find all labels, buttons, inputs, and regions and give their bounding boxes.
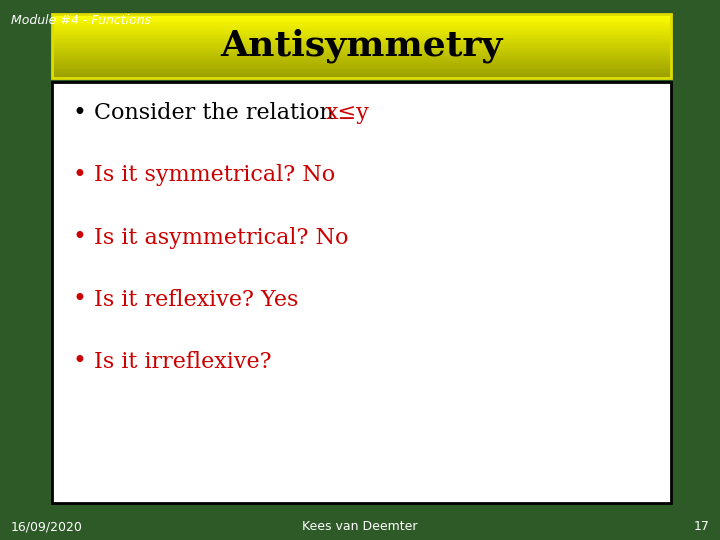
- Bar: [52, 36, 671, 38]
- Text: Is it reflexive? Yes: Is it reflexive? Yes: [94, 289, 298, 310]
- Bar: [52, 39, 671, 41]
- Bar: [52, 20, 671, 22]
- Bar: [52, 44, 671, 46]
- Bar: [52, 48, 671, 49]
- Bar: [52, 14, 671, 78]
- Bar: [52, 73, 671, 75]
- Bar: [52, 56, 671, 57]
- Bar: [52, 15, 671, 17]
- Bar: [52, 25, 671, 26]
- Bar: [52, 52, 671, 54]
- Bar: [52, 82, 671, 503]
- Bar: [52, 65, 671, 67]
- Bar: [52, 57, 671, 59]
- Bar: [52, 23, 671, 25]
- Bar: [52, 59, 671, 60]
- Text: Module #4 - Functions: Module #4 - Functions: [11, 14, 151, 26]
- Bar: [52, 14, 671, 15]
- Bar: [52, 51, 671, 52]
- Bar: [52, 22, 671, 23]
- Text: •: •: [72, 164, 86, 187]
- Text: •: •: [72, 288, 86, 311]
- Bar: [52, 64, 671, 65]
- Text: •: •: [72, 350, 86, 373]
- Text: Kees van Deemter: Kees van Deemter: [302, 520, 418, 533]
- Text: •: •: [72, 102, 86, 125]
- Text: 17: 17: [693, 520, 709, 533]
- Bar: [52, 31, 671, 33]
- Bar: [52, 67, 671, 69]
- Text: Is it symmetrical? No: Is it symmetrical? No: [94, 165, 335, 186]
- Bar: [52, 69, 671, 70]
- Text: Consider the relation: Consider the relation: [94, 103, 341, 124]
- Text: Antisymmetry: Antisymmetry: [220, 29, 503, 63]
- Text: Is it irreflexive?: Is it irreflexive?: [94, 351, 271, 373]
- Bar: [52, 35, 671, 36]
- Bar: [52, 41, 671, 43]
- Bar: [52, 30, 671, 31]
- Text: 16/09/2020: 16/09/2020: [11, 520, 83, 533]
- Bar: [52, 70, 671, 72]
- Bar: [52, 38, 671, 39]
- Bar: [52, 62, 671, 64]
- Bar: [52, 26, 671, 28]
- Bar: [52, 28, 671, 30]
- Bar: [52, 75, 671, 77]
- Bar: [52, 43, 671, 44]
- Bar: [52, 54, 671, 56]
- Bar: [52, 33, 671, 35]
- Text: x≤y: x≤y: [326, 103, 369, 124]
- Bar: [52, 77, 671, 78]
- Bar: [52, 18, 671, 20]
- Text: Is it asymmetrical? No: Is it asymmetrical? No: [94, 227, 348, 248]
- Bar: [52, 49, 671, 51]
- Bar: [52, 17, 671, 18]
- Bar: [52, 46, 671, 48]
- Text: •: •: [72, 226, 86, 249]
- Bar: [52, 72, 671, 73]
- Bar: [52, 60, 671, 62]
